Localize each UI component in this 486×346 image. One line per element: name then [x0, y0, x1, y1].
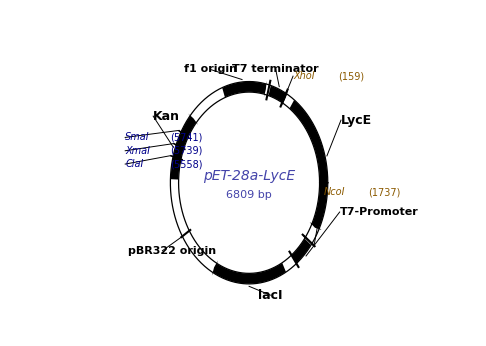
Text: f1 origin: f1 origin: [184, 64, 237, 74]
Text: (5739): (5739): [170, 146, 202, 156]
Text: (5558): (5558): [170, 159, 203, 169]
Text: lacI: lacI: [258, 289, 283, 302]
Text: T7 terminator: T7 terminator: [232, 64, 319, 74]
Text: Kan: Kan: [153, 110, 180, 122]
Text: LycE: LycE: [341, 113, 372, 127]
Text: (1737): (1737): [368, 187, 401, 197]
Text: NcoI: NcoI: [324, 187, 345, 197]
Polygon shape: [290, 100, 328, 230]
Text: (5741): (5741): [170, 133, 202, 143]
Text: T7-Promoter: T7-Promoter: [340, 207, 418, 217]
Text: pET-28a-LycE: pET-28a-LycE: [203, 169, 295, 183]
Text: XmaI: XmaI: [125, 146, 150, 156]
Polygon shape: [269, 86, 288, 106]
Polygon shape: [212, 261, 286, 284]
Polygon shape: [171, 113, 198, 180]
Polygon shape: [222, 81, 267, 98]
Polygon shape: [290, 239, 311, 266]
Text: ClaI: ClaI: [125, 159, 143, 169]
Text: (159): (159): [338, 71, 364, 81]
Text: XhoI: XhoI: [293, 71, 314, 81]
Text: SmaI: SmaI: [125, 133, 150, 143]
Text: pBR322 origin: pBR322 origin: [128, 246, 216, 256]
Text: 6809 bp: 6809 bp: [226, 190, 272, 200]
